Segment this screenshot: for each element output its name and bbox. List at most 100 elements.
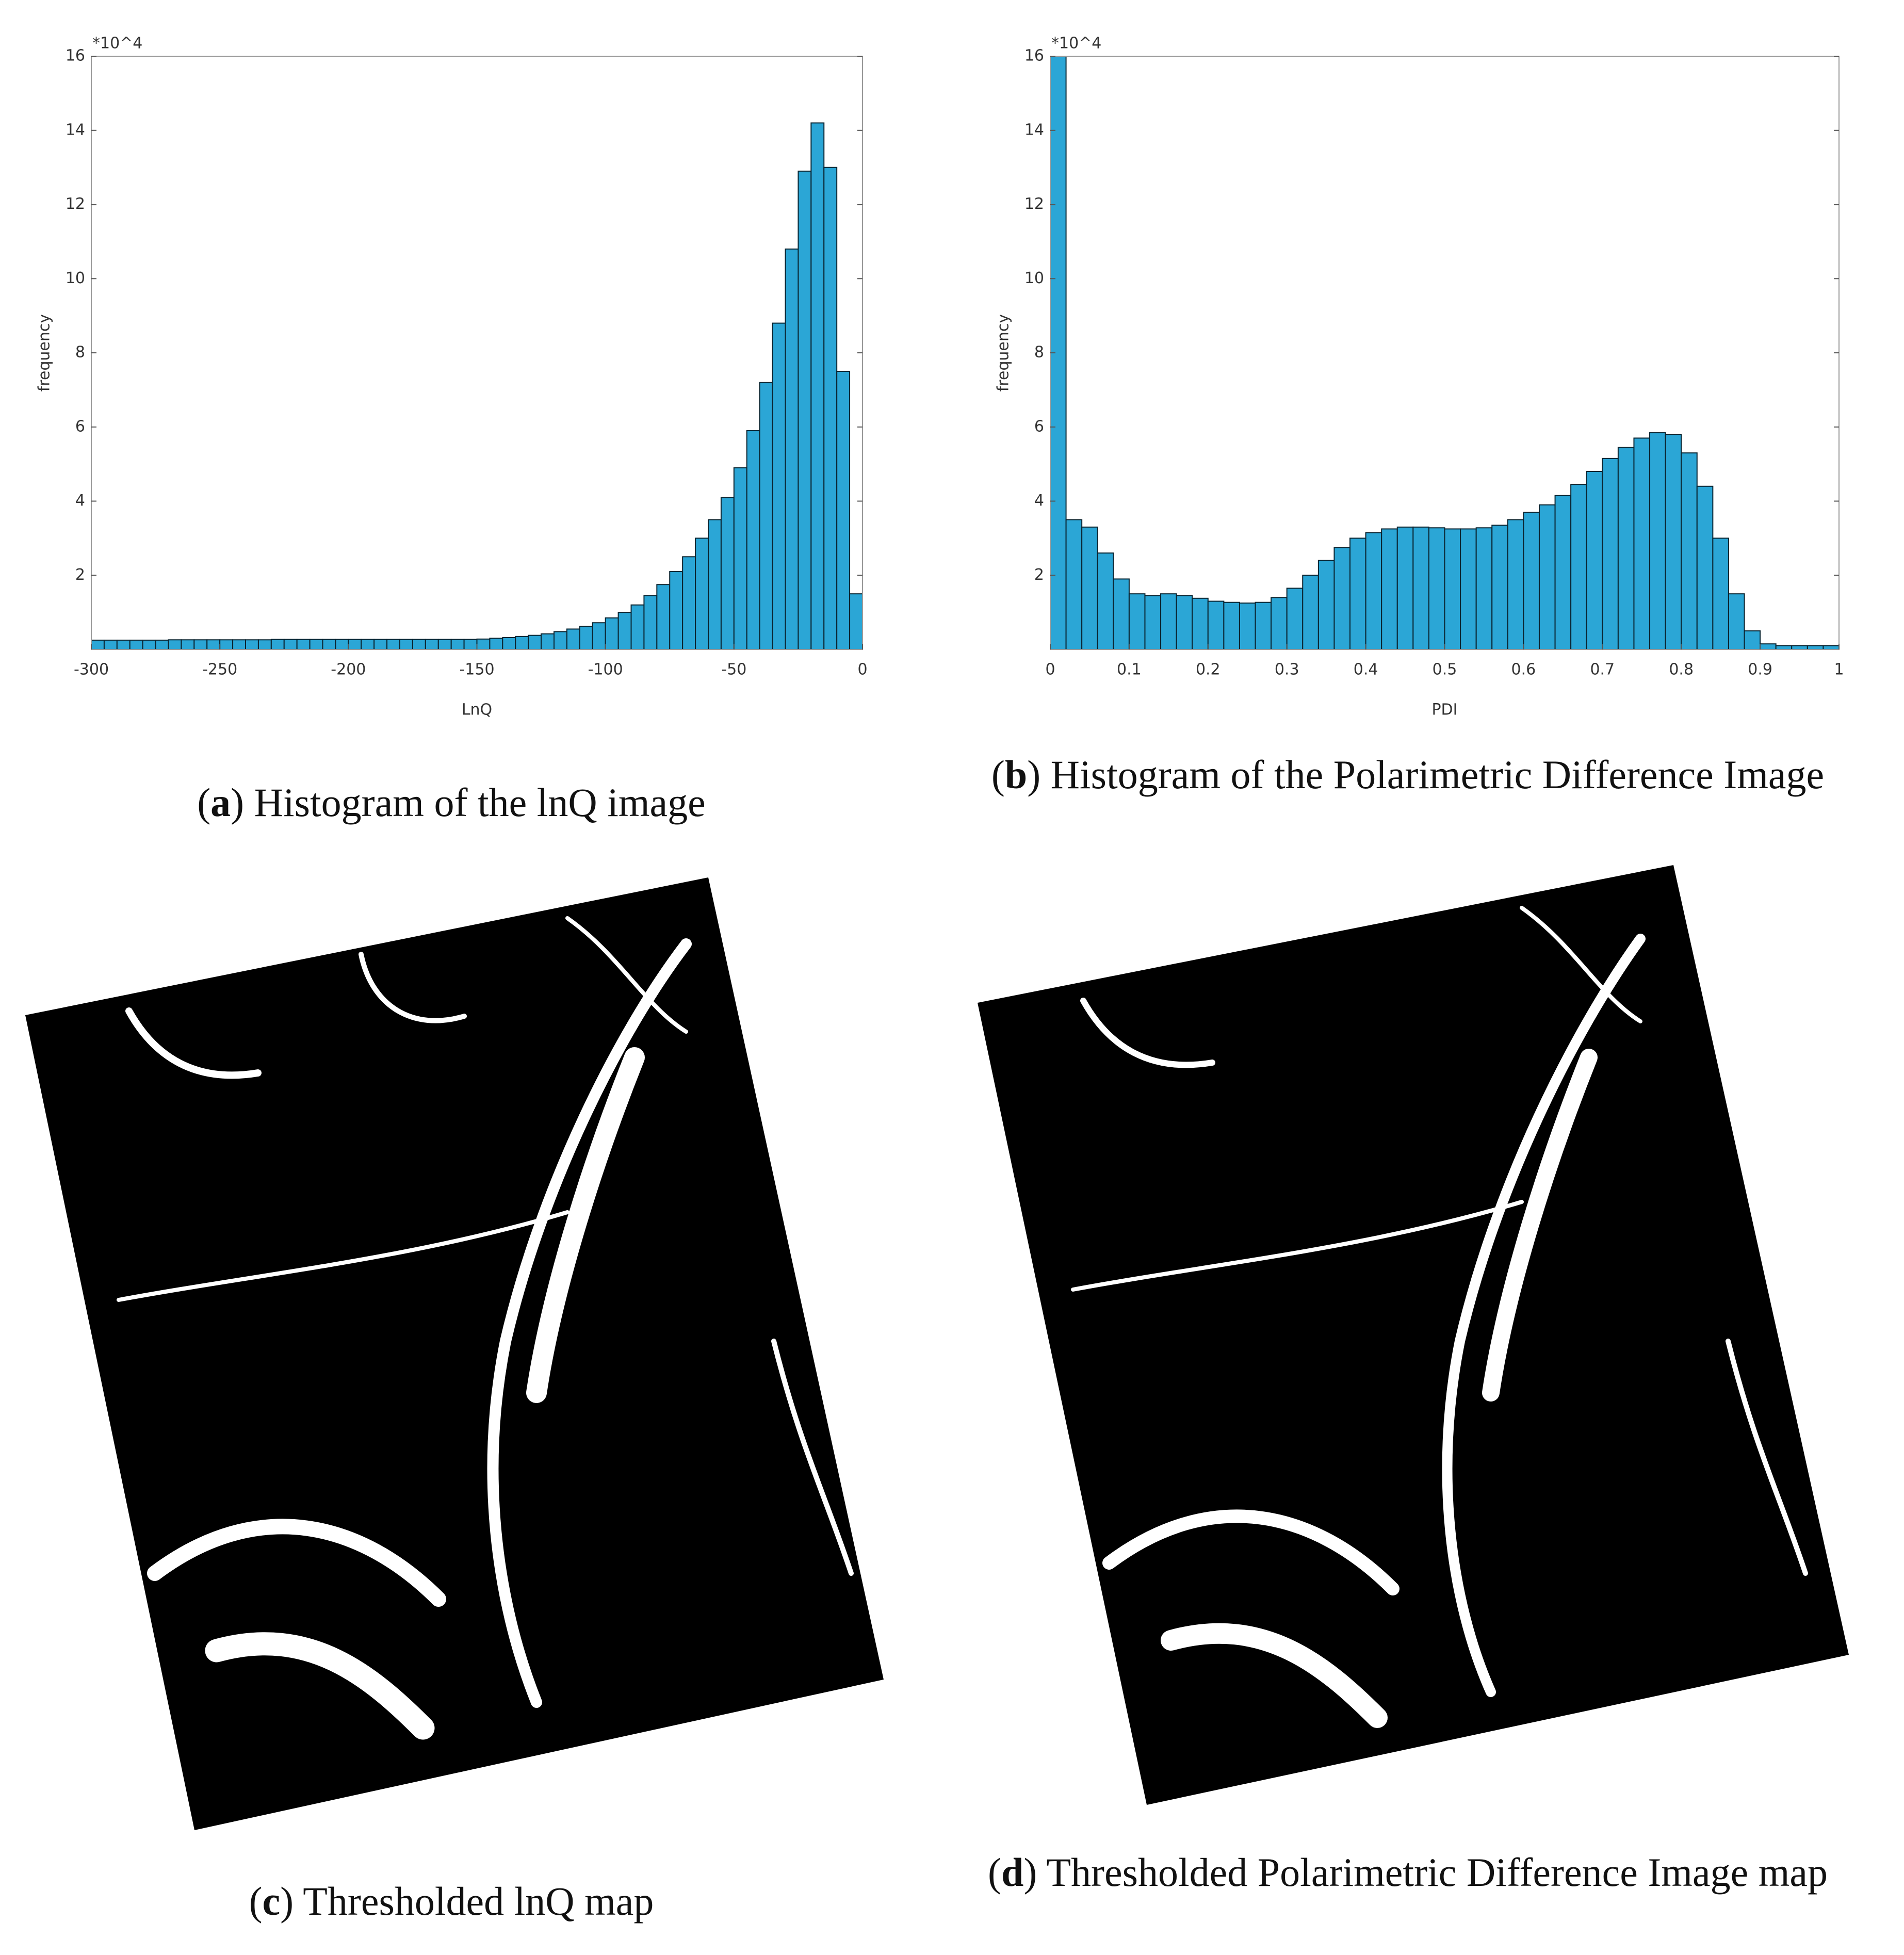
bar bbox=[1113, 578, 1130, 650]
bar bbox=[425, 639, 439, 650]
bar bbox=[1491, 525, 1508, 650]
bar bbox=[541, 633, 555, 650]
bar bbox=[437, 639, 452, 650]
bar bbox=[810, 122, 825, 650]
caption-open: ( bbox=[197, 780, 211, 825]
bar bbox=[1365, 532, 1382, 650]
y-tick-label: 12 bbox=[66, 195, 85, 213]
bar bbox=[566, 628, 580, 650]
histogram-chart: 2 4 6 8 10 12 14 16 -300 -250 -200 -150 -100 -50 0 LnQ f… bbox=[36, 35, 868, 719]
bar bbox=[515, 636, 529, 650]
bar bbox=[708, 519, 722, 650]
bar bbox=[1444, 528, 1461, 650]
caption: (d) Thresholded Polarimetric Difference … bbox=[949, 1844, 1867, 1901]
x-tick-label: 0.8 bbox=[1669, 661, 1694, 679]
bar bbox=[669, 571, 684, 650]
caption-text: ) Thresholded Polarimetric Difference Im… bbox=[1023, 1850, 1828, 1895]
bar bbox=[232, 639, 247, 650]
map-d bbox=[978, 865, 1849, 1805]
bar bbox=[193, 639, 208, 650]
x-tick-label: -300 bbox=[74, 661, 109, 679]
x-tick-label: 1 bbox=[1834, 661, 1844, 679]
bar bbox=[1807, 645, 1824, 650]
bar bbox=[656, 584, 671, 650]
y-tick-label: 4 bbox=[1034, 492, 1044, 510]
x-tick-label: 0.2 bbox=[1196, 661, 1220, 679]
bar bbox=[1333, 547, 1351, 650]
x-tick-label: 0 bbox=[1045, 661, 1055, 679]
bar bbox=[1428, 527, 1445, 650]
bar bbox=[335, 639, 349, 650]
caption-letter: b bbox=[1004, 752, 1028, 797]
bar bbox=[849, 593, 864, 650]
bar bbox=[1271, 597, 1288, 650]
bar bbox=[592, 622, 606, 650]
bar bbox=[168, 639, 182, 650]
bar bbox=[1349, 537, 1366, 650]
y-tick-label: 6 bbox=[75, 417, 85, 435]
bar bbox=[1286, 588, 1304, 650]
bar bbox=[643, 595, 658, 650]
bar bbox=[733, 467, 747, 650]
bar bbox=[798, 170, 812, 650]
bar bbox=[1586, 471, 1603, 650]
bar bbox=[257, 639, 272, 650]
bar bbox=[129, 640, 143, 650]
axis-multiplier: *10^4 bbox=[1051, 35, 1101, 53]
caption-open: ( bbox=[987, 1850, 1001, 1895]
bar bbox=[1744, 630, 1761, 650]
bar bbox=[759, 382, 773, 650]
x-tick-label: 0 bbox=[857, 661, 867, 679]
bar bbox=[1065, 519, 1083, 650]
bar bbox=[386, 639, 400, 650]
caption-text: ) Thresholded lnQ map bbox=[280, 1879, 654, 1924]
x-axis-label: PDI bbox=[1431, 701, 1457, 719]
bar bbox=[1317, 560, 1335, 650]
bar bbox=[1223, 601, 1240, 650]
caption-text: ) Histogram of the lnQ image bbox=[231, 780, 706, 825]
bar bbox=[155, 640, 169, 650]
caption-text: ) Histogram of the Polarimetric Differen… bbox=[1027, 752, 1825, 797]
bar bbox=[309, 639, 323, 650]
y-tick-label: 6 bbox=[1034, 417, 1044, 435]
bar bbox=[1696, 485, 1714, 650]
y-axis-label: frequency bbox=[995, 314, 1013, 392]
bar bbox=[116, 640, 131, 650]
bar bbox=[1160, 593, 1177, 650]
y-tick-label: 10 bbox=[1024, 269, 1044, 287]
bar bbox=[1460, 528, 1477, 650]
bar bbox=[502, 637, 516, 650]
y-tick-label: 16 bbox=[66, 47, 85, 65]
y-tick-label: 12 bbox=[1024, 195, 1044, 213]
bar bbox=[579, 626, 593, 650]
y-tick-label: 14 bbox=[1024, 121, 1044, 139]
x-tick-label: 0.7 bbox=[1590, 661, 1615, 679]
x-tick-label: -200 bbox=[331, 661, 366, 679]
bar bbox=[219, 639, 234, 650]
x-tick-label: -50 bbox=[721, 661, 746, 679]
x-tick-label: 0.9 bbox=[1748, 661, 1772, 679]
bar bbox=[1712, 537, 1729, 650]
bar bbox=[1239, 602, 1256, 650]
bar bbox=[1538, 504, 1556, 650]
bar bbox=[206, 639, 221, 650]
bar bbox=[142, 640, 156, 650]
caption-letter: a bbox=[210, 780, 231, 825]
x-tick-label: 0.5 bbox=[1433, 661, 1457, 679]
bar bbox=[91, 640, 105, 650]
y-tick-label: 10 bbox=[66, 269, 85, 287]
bar bbox=[450, 639, 465, 650]
bar bbox=[476, 638, 491, 650]
y-tick-label: 8 bbox=[75, 344, 85, 362]
bar bbox=[361, 639, 375, 650]
bar bbox=[746, 430, 760, 650]
bar bbox=[1665, 434, 1682, 650]
bar bbox=[1207, 600, 1225, 650]
bar bbox=[1475, 527, 1493, 650]
bar bbox=[322, 639, 336, 650]
bar bbox=[1633, 437, 1651, 650]
bar bbox=[1381, 528, 1398, 650]
bar bbox=[720, 497, 735, 650]
bar bbox=[1144, 595, 1162, 650]
bar bbox=[1617, 447, 1635, 650]
